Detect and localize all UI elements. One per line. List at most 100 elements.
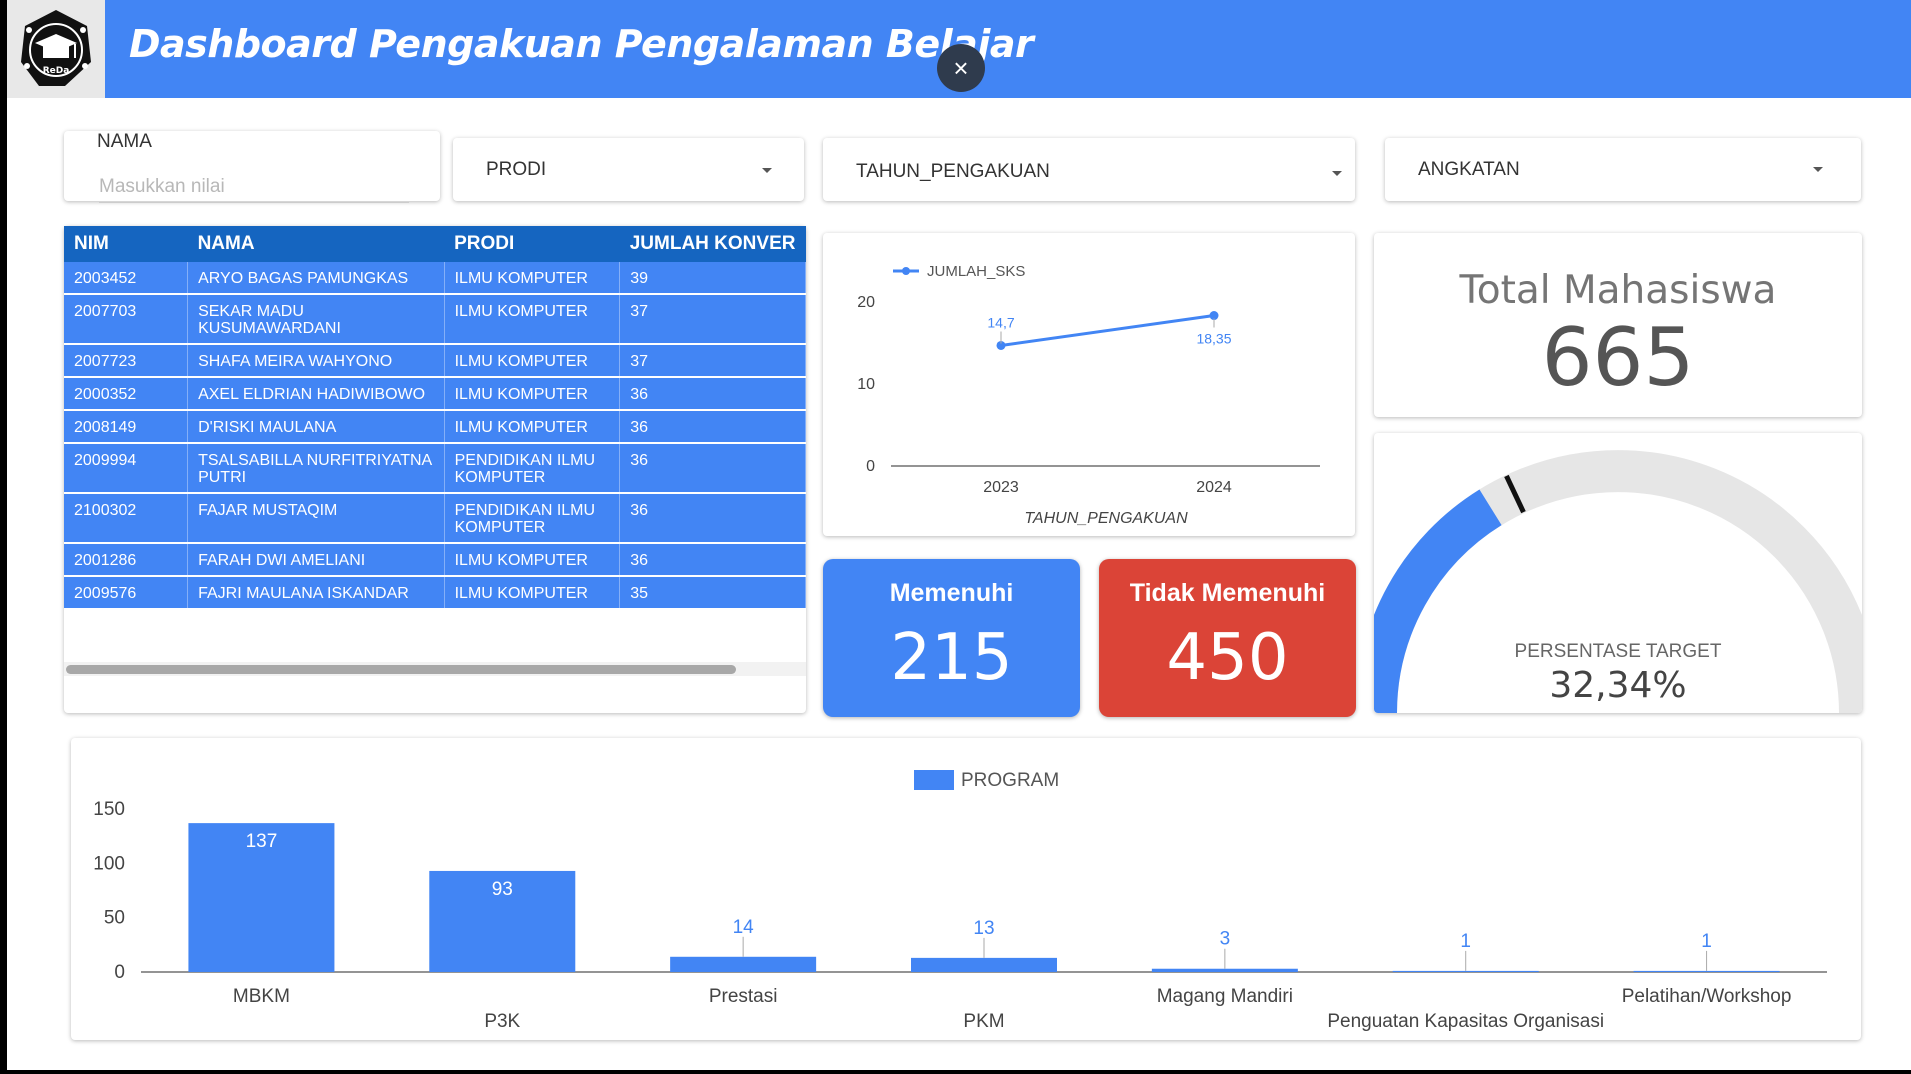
data-label: 14,7 <box>987 314 1014 330</box>
bar-value-label: 137 <box>246 831 278 852</box>
table-cell: FAJRI MAULANA ISKANDAR <box>187 576 445 610</box>
bar-value-label: 93 <box>492 879 513 900</box>
sks-line-chart: JUMLAH_SKS 0 10 20 14,7 2023 18,35 2024 TAHUN… <box>857 263 1320 527</box>
horizontal-scrollbar[interactable] <box>64 662 806 676</box>
bar[interactable] <box>1633 970 1780 972</box>
table-row[interactable]: 2008149 D'RISKI MAULANA ILMU KOMPUTER 36 <box>64 410 806 444</box>
table-cell: TSALSABILLA NURFITRIYATNA PUTRI <box>187 443 445 494</box>
table-cell: 37 <box>619 294 806 345</box>
x-tick-label: PKM <box>963 1011 1004 1032</box>
table-cell: 2009994 <box>64 443 189 494</box>
table-cell: ILMU KOMPUTER <box>444 262 621 295</box>
table-cell: 2008149 <box>64 410 189 444</box>
y-tick-label: 20 <box>857 294 875 311</box>
logo: ReDa <box>7 0 105 98</box>
bar[interactable] <box>1392 970 1539 972</box>
x-tick-label: Magang Mandiri <box>1157 986 1293 1007</box>
program-bar-chart: PROGRAM 0 50 100 150 137 MBKM 93 P3K 14 Prestasi… <box>93 770 1827 1032</box>
student-table: NIM NAMA PRODI JUMLAH KONVER 2003452 ARYO BA… <box>64 226 806 610</box>
y-tick-label: 50 <box>104 908 125 929</box>
bar[interactable] <box>429 870 576 972</box>
table-cell: FARAH DWI AMELIANI <box>187 543 445 577</box>
table-cell: ILMU KOMPUTER <box>444 576 621 610</box>
tahun-pengakuan-dropdown[interactable]: TAHUN_PENGAKUAN <box>823 138 1355 201</box>
table-cell: ILMU KOMPUTER <box>444 377 621 411</box>
table-cell: SEKAR MADU KUSUMAWARDANI <box>187 294 445 345</box>
total-mahasiswa-value: 665 <box>1541 311 1695 404</box>
table-cell: PENDIDIKAN ILMU KOMPUTER <box>444 493 621 544</box>
total-mahasiswa-title: Total Mahasiswa <box>1459 268 1777 313</box>
x-tick-label: Prestasi <box>709 986 778 1007</box>
memenuhi-card: Memenuhi 215 <box>823 559 1080 717</box>
table-cell: 2009576 <box>64 576 189 610</box>
close-button[interactable]: × <box>937 44 985 92</box>
x-tick-label: MBKM <box>233 986 290 1007</box>
scrollbar-thumb[interactable] <box>66 665 736 674</box>
table-cell: 2007723 <box>64 344 189 378</box>
angkatan-dropdown-label: ANGKATAN <box>1418 159 1520 180</box>
legend-swatch <box>914 770 954 790</box>
y-tick-label: 0 <box>114 962 125 983</box>
table-cell: 36 <box>619 543 806 577</box>
table-cell: 2007703 <box>64 294 189 345</box>
tidak-memenuhi-value: 450 <box>1166 621 1289 695</box>
table-row[interactable]: 2007723 SHAFA MEIRA WAHYONO ILMU KOMPUTER 3… <box>64 344 806 378</box>
student-table-card: NIM NAMA PRODI JUMLAH KONVER 2003452 ARYO BA… <box>64 226 806 713</box>
table-row[interactable]: 2000352 AXEL ELDRIAN HADIWIBOWO ILMU KOMPU… <box>64 377 806 411</box>
table-cell: 2000352 <box>64 377 189 411</box>
y-tick-label: 0 <box>866 458 875 475</box>
table-row[interactable]: 2007703 SEKAR MADU KUSUMAWARDANI ILMU KOMP… <box>64 294 806 345</box>
table-row[interactable]: 2001286 FARAH DWI AMELIANI ILMU KOMPUTER 36 <box>64 543 806 577</box>
table-cell: 39 <box>619 262 806 295</box>
y-tick-label: 10 <box>857 376 875 393</box>
gauge-label: PERSENTASE TARGET <box>1514 641 1722 662</box>
data-point[interactable] <box>996 340 1006 350</box>
y-tick-label: 100 <box>93 853 125 874</box>
nama-search-input[interactable] <box>99 171 409 203</box>
table-row[interactable]: 2009576 FAJRI MAULANA ISKANDAR ILMU KOMPUT… <box>64 576 806 610</box>
table-row[interactable]: 2100302 FAJAR MUSTAQIM PENDIDIKAN ILMU KOM… <box>64 493 806 544</box>
tidak-memenuhi-card: Tidak Memenuhi 450 <box>1099 559 1356 717</box>
persentase-target-gauge <box>1374 450 1862 713</box>
student-table-scroll[interactable]: NIM NAMA PRODI JUMLAH KONVER 2003452 ARYO BA… <box>64 226 806 662</box>
bar-value-label: 3 <box>1220 929 1231 950</box>
bar[interactable] <box>911 957 1057 972</box>
bar[interactable] <box>670 956 817 972</box>
table-cell: ILMU KOMPUTER <box>444 543 621 577</box>
prodi-dropdown[interactable]: PRODI <box>453 138 804 201</box>
table-row[interactable]: 2003452 ARYO BAGAS PAMUNGKAS ILMU KOMPUTER… <box>64 262 806 295</box>
table-cell: 37 <box>619 344 806 378</box>
bar[interactable] <box>1151 968 1298 972</box>
column-header[interactable]: NAMA <box>187 226 445 262</box>
memenuhi-label: Memenuhi <box>889 579 1014 607</box>
tidak-memenuhi-label: Tidak Memenuhi <box>1129 579 1326 607</box>
y-tick-label: 150 <box>93 799 125 820</box>
prodi-dropdown-label: PRODI <box>486 159 547 180</box>
x-tick-label: Penguatan Kapasitas Organisasi <box>1327 1011 1604 1032</box>
table-cell: 36 <box>619 377 806 411</box>
data-label: 18,35 <box>1196 331 1231 347</box>
x-tick-label: 2023 <box>983 479 1019 496</box>
chevron-down-icon <box>762 168 772 173</box>
table-cell: 2100302 <box>64 493 189 544</box>
legend-jumlah-sks: JUMLAH_SKS <box>927 263 1025 280</box>
table-cell: D'RISKI MAULANA <box>187 410 445 444</box>
total-mahasiswa-card: Total Mahasiswa 665 <box>1374 233 1862 417</box>
page-title: Dashboard Pengakuan Pengalaman Belajar <box>129 22 1034 66</box>
table-cell: AXEL ELDRIAN HADIWIBOWO <box>187 377 445 411</box>
column-header[interactable]: JUMLAH KONVER <box>619 226 806 262</box>
column-header[interactable]: PRODI <box>444 226 620 262</box>
bar-value-label: 13 <box>973 918 994 939</box>
chevron-down-icon <box>1332 171 1342 176</box>
bar[interactable] <box>188 823 335 972</box>
table-cell: 2003452 <box>64 262 189 295</box>
bar-value-label: 1 <box>1460 931 1471 952</box>
angkatan-dropdown[interactable]: ANGKATAN <box>1385 138 1861 201</box>
column-header[interactable]: NIM <box>64 226 188 262</box>
table-row[interactable]: 2009994 TSALSABILLA NURFITRIYATNA PUTRI PE… <box>64 443 806 494</box>
table-cell: 36 <box>619 443 806 494</box>
x-tick-label: 2024 <box>1196 479 1232 496</box>
series-line-jumlah-sks <box>1000 314 1215 347</box>
gauge-fill <box>1374 489 1502 713</box>
data-point[interactable] <box>1209 311 1219 321</box>
